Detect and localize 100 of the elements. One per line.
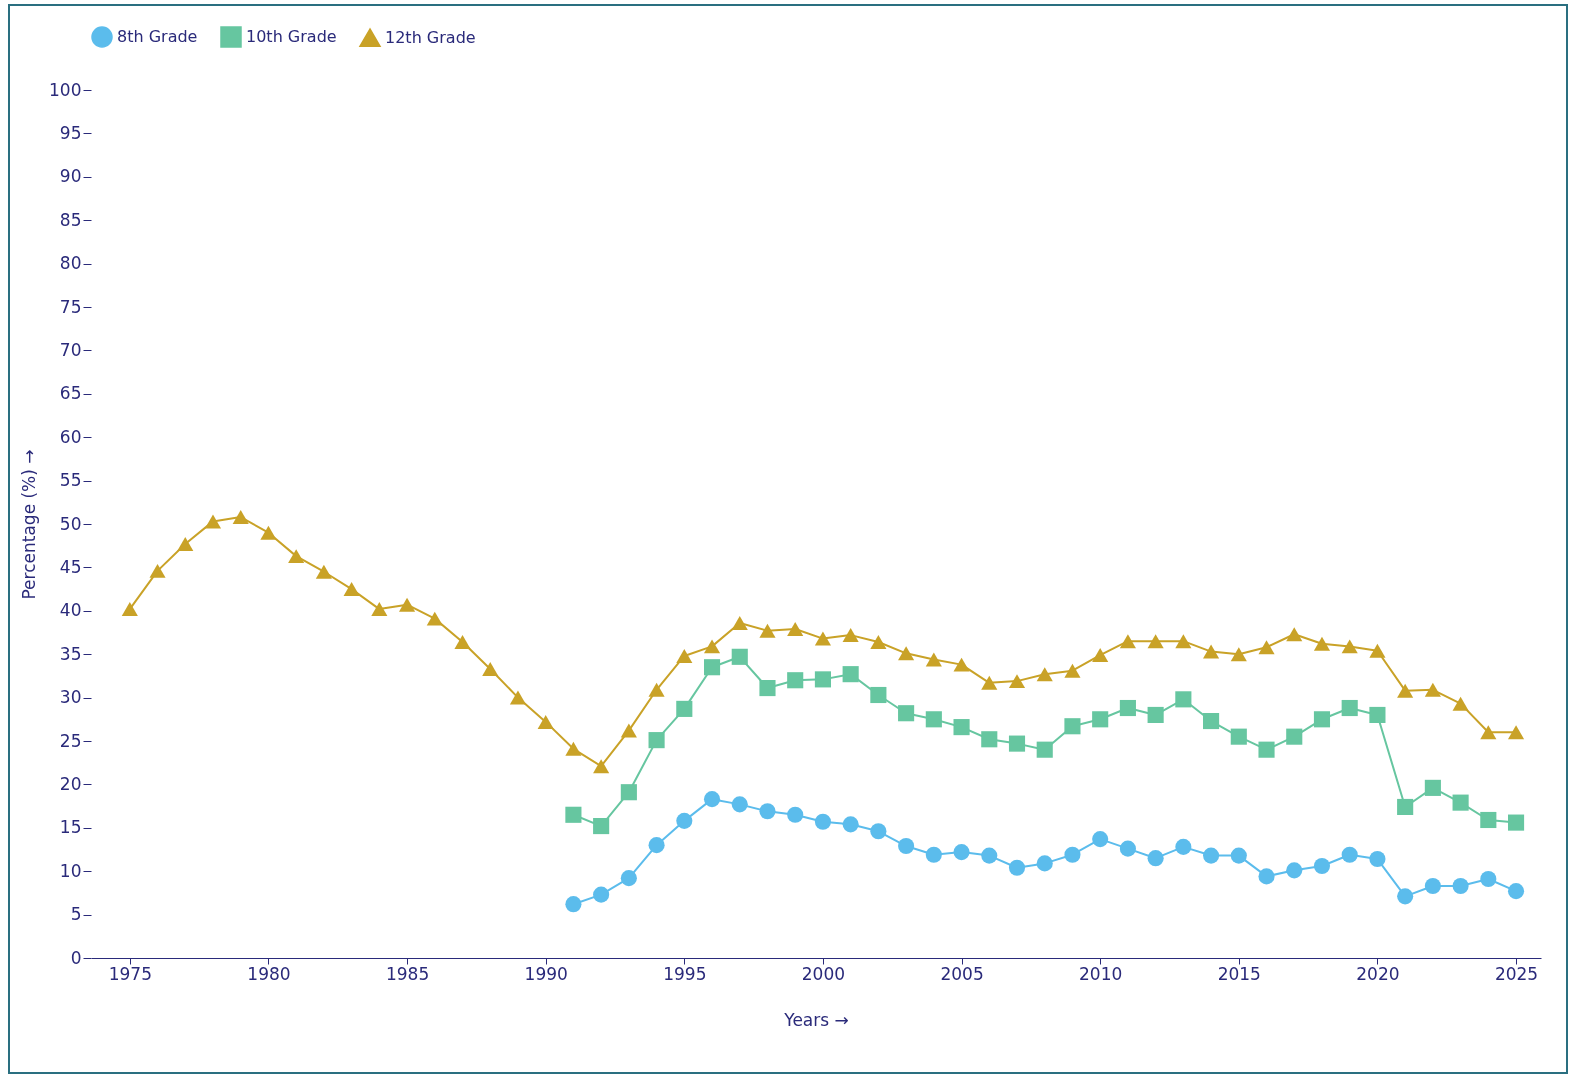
point: [1369, 706, 1386, 724]
point: [981, 847, 998, 864]
point: [870, 686, 887, 704]
point: [731, 615, 748, 630]
y-tick-label: 95: [59, 122, 82, 143]
point: [1230, 847, 1247, 864]
point: [1424, 682, 1441, 697]
point: [1258, 741, 1275, 758]
point: [1452, 696, 1469, 711]
point: [1092, 831, 1109, 848]
y-tick-label: 25: [59, 730, 82, 751]
point: [1203, 644, 1220, 659]
point: [1230, 647, 1247, 662]
point: [593, 759, 610, 774]
point: [814, 813, 831, 830]
y-tick-label: 50: [59, 513, 82, 534]
point: [343, 582, 360, 597]
y-tick-label: 35: [59, 643, 82, 664]
point: [1397, 888, 1414, 905]
legend-label: 12th Grade: [385, 27, 476, 47]
point: [1119, 699, 1136, 717]
point: [371, 602, 388, 617]
point: [1036, 741, 1053, 758]
point: [787, 806, 804, 823]
point: [648, 682, 665, 697]
x-tick-label: 1975: [108, 963, 152, 984]
point: [315, 564, 332, 579]
point: [953, 657, 970, 672]
point: [1480, 811, 1497, 829]
point: [981, 675, 998, 690]
point: [759, 803, 776, 820]
point: [676, 812, 693, 829]
x-tick-label: 2000: [801, 963, 846, 984]
x-tick-label: 2025: [1494, 963, 1539, 984]
y-tick-label: 60: [59, 426, 82, 447]
x-tick-label: 2015: [1217, 963, 1261, 984]
point: [620, 784, 637, 801]
point: [648, 732, 665, 749]
x-tick-label: 1980: [247, 963, 291, 984]
point: [454, 635, 471, 650]
point: [1175, 838, 1192, 855]
point: [1230, 728, 1247, 745]
point: [953, 844, 970, 861]
point: [1424, 779, 1441, 796]
y-tick-label: 55: [59, 470, 82, 491]
point: [898, 705, 915, 722]
point: [1507, 814, 1525, 831]
point: [1286, 728, 1303, 745]
point: [288, 549, 305, 564]
y-tick-label: 65: [59, 383, 82, 404]
x-tick-label: 2020: [1356, 963, 1400, 984]
point: [1175, 691, 1192, 708]
point: [1424, 877, 1441, 894]
point: [731, 796, 748, 813]
point: [565, 741, 582, 756]
point: [1313, 711, 1331, 728]
point: [593, 818, 610, 835]
point: [1397, 798, 1414, 816]
point: [870, 823, 887, 840]
point: [648, 837, 665, 854]
point: [1286, 862, 1303, 879]
y-tick-label: 75: [59, 296, 82, 317]
point: [814, 671, 831, 688]
point: [1008, 674, 1026, 689]
point: [537, 714, 554, 729]
y-tick-label: 100: [49, 79, 82, 100]
point: [1147, 850, 1164, 867]
point: [1064, 663, 1081, 678]
point: [1092, 648, 1109, 663]
point: [731, 648, 748, 665]
point: [1397, 683, 1414, 698]
y-tick-label: 90: [59, 166, 82, 187]
point: [1507, 883, 1525, 900]
point: [426, 611, 443, 626]
point: [703, 659, 721, 676]
point: [121, 602, 138, 617]
point: [898, 837, 915, 855]
point: [593, 886, 610, 903]
x-tick-label: 1985: [385, 963, 430, 984]
point: [1036, 667, 1053, 682]
point: [842, 628, 859, 643]
point: [620, 723, 637, 738]
y-tick-label: 40: [59, 600, 82, 621]
point: [1452, 877, 1469, 894]
point: [177, 536, 194, 551]
point: [1119, 634, 1136, 649]
point: [1313, 857, 1331, 875]
point: [1341, 846, 1358, 863]
point: [925, 711, 942, 728]
point: [759, 679, 776, 697]
point: [204, 514, 222, 529]
point: [149, 563, 166, 578]
point: [676, 700, 693, 717]
point: [676, 648, 693, 663]
legend-label: 8th Grade: [117, 27, 198, 46]
point: [842, 816, 859, 833]
point: [1258, 868, 1275, 885]
point: [232, 510, 249, 525]
point: [1008, 859, 1026, 876]
point: [1286, 627, 1303, 642]
